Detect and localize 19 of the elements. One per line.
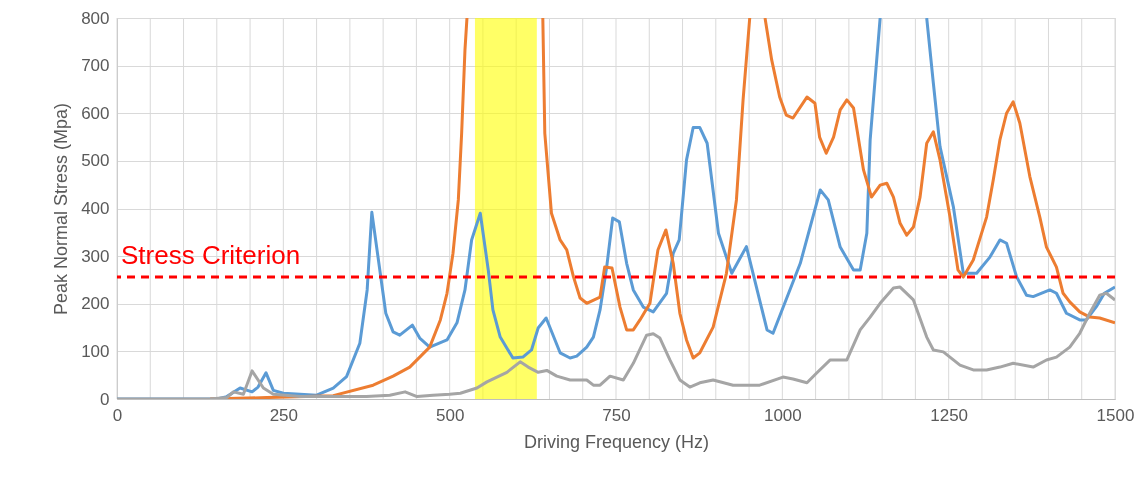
y-tick-label: 0 bbox=[100, 389, 110, 409]
x-tick-label: 0 bbox=[112, 405, 123, 425]
y-tick-label: 200 bbox=[81, 294, 110, 314]
x-tick-label: 750 bbox=[602, 405, 631, 425]
y-tick-label: 500 bbox=[81, 151, 110, 171]
x-tick-label: 250 bbox=[269, 405, 299, 425]
x-tick-label: 1250 bbox=[930, 405, 969, 425]
y-tick-label: 600 bbox=[81, 103, 110, 123]
y-tick-label: 300 bbox=[81, 246, 110, 266]
y-axis-title: Peak Normal Stress (Mpa) bbox=[51, 102, 72, 316]
x-tick-label: 1000 bbox=[763, 405, 802, 425]
x-axis-title: Driving Frequency (Hz) bbox=[523, 431, 710, 452]
y-tick-label: 800 bbox=[81, 8, 110, 28]
y-tick-label: 100 bbox=[81, 341, 110, 361]
ref-line-label: Stress Criterion bbox=[121, 240, 301, 271]
x-tick-label: 1500 bbox=[1096, 405, 1135, 425]
x-tick-label: 500 bbox=[435, 405, 465, 425]
y-tick-label: 400 bbox=[81, 199, 110, 218]
y-tick-label: 700 bbox=[81, 56, 110, 76]
